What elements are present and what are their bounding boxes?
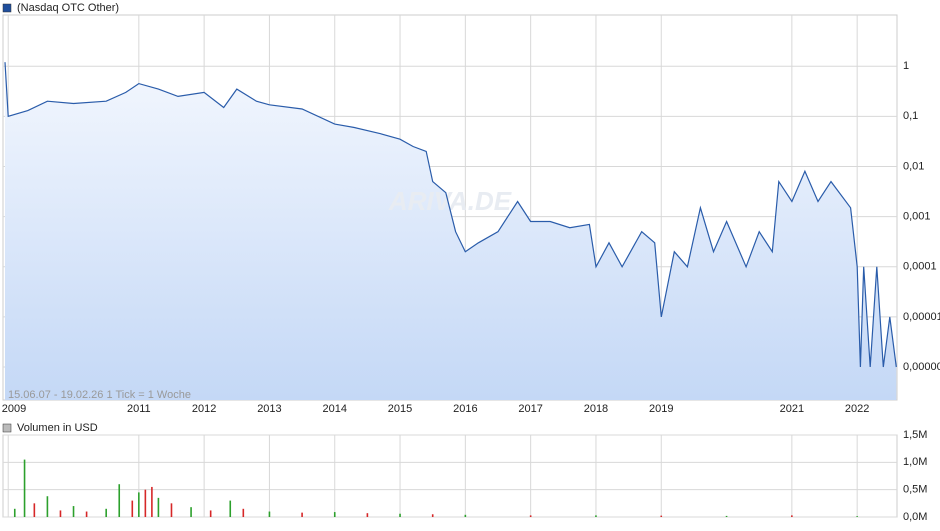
volume-bar — [301, 512, 303, 517]
y-tick-label: 0,01 — [903, 160, 924, 172]
y-tick-label: 0,00001 — [903, 311, 940, 323]
volume-bar — [229, 500, 232, 517]
volume-bar — [242, 508, 245, 517]
volume-bar — [464, 514, 467, 517]
price-line — [4, 62, 897, 368]
volume-bar — [151, 486, 153, 517]
legend-label: (Nasdaq OTC Other) — [17, 2, 119, 14]
y-tick-label: 0,5M — [903, 484, 927, 496]
x-tick-label: 2009 — [2, 403, 26, 415]
volume-bar — [138, 492, 140, 517]
x-tick-label: 2022 — [845, 403, 869, 415]
plot-frame — [2, 434, 898, 518]
volume-bar — [333, 512, 336, 517]
volume-bar — [157, 497, 160, 517]
volume-bar — [366, 513, 369, 517]
volume-bar — [131, 500, 134, 517]
volume-bar — [791, 515, 793, 517]
volume-bar — [190, 507, 192, 517]
legend-swatch — [2, 3, 12, 13]
x-tick-label: 2014 — [322, 403, 346, 415]
x-tick-label: 2012 — [192, 403, 216, 415]
x-tick-label: 2015 — [388, 403, 412, 415]
y-tick-label: 0,0M — [903, 511, 927, 523]
volume-bar — [23, 459, 26, 517]
price-area — [4, 62, 897, 400]
volume-bar — [118, 484, 121, 517]
volume-bar — [105, 508, 107, 517]
annotation: 15.06.07 - 19.02.26 1 Tick = 1 Woche — [8, 389, 191, 401]
watermark: ARIVA.DE — [388, 186, 512, 216]
x-tick-label: 2019 — [649, 403, 673, 415]
volume-bar — [85, 511, 88, 517]
volume-bar — [144, 489, 147, 517]
volume-bar — [856, 516, 858, 517]
y-tick-label: 0,0001 — [903, 261, 937, 273]
volume-bar — [431, 514, 434, 517]
volume-title: Volumen in USD — [17, 422, 98, 434]
y-tick-label: 1,0M — [903, 456, 927, 468]
y-tick-label: 1 — [903, 60, 909, 72]
y-tick-label: 0,1 — [903, 110, 918, 122]
volume-bar — [13, 508, 16, 517]
y-tick-label: 0,001 — [903, 211, 931, 223]
y-tick-label: 0,00000 — [903, 361, 940, 373]
volume-bar — [725, 515, 728, 517]
x-tick-label: 2021 — [780, 403, 804, 415]
x-tick-label: 2017 — [518, 403, 542, 415]
x-tick-label: 2016 — [453, 403, 477, 415]
x-tick-label: 2011 — [127, 403, 151, 415]
volume-bar — [72, 506, 75, 517]
volume-bar — [268, 511, 271, 517]
volume-bar — [529, 515, 532, 517]
legend-swatch — [2, 423, 12, 433]
y-tick-label: 1,5M — [903, 429, 927, 441]
volume-bar — [209, 510, 212, 517]
volume-bar — [59, 510, 62, 517]
volume-bar — [46, 496, 49, 517]
volume-bar — [660, 515, 663, 517]
x-tick-label: 2018 — [584, 403, 608, 415]
volume-bar — [170, 503, 173, 517]
volume-bar — [595, 515, 597, 517]
x-tick-label: 2013 — [257, 403, 281, 415]
volume-bar — [33, 503, 36, 517]
volume-bar — [399, 513, 401, 517]
